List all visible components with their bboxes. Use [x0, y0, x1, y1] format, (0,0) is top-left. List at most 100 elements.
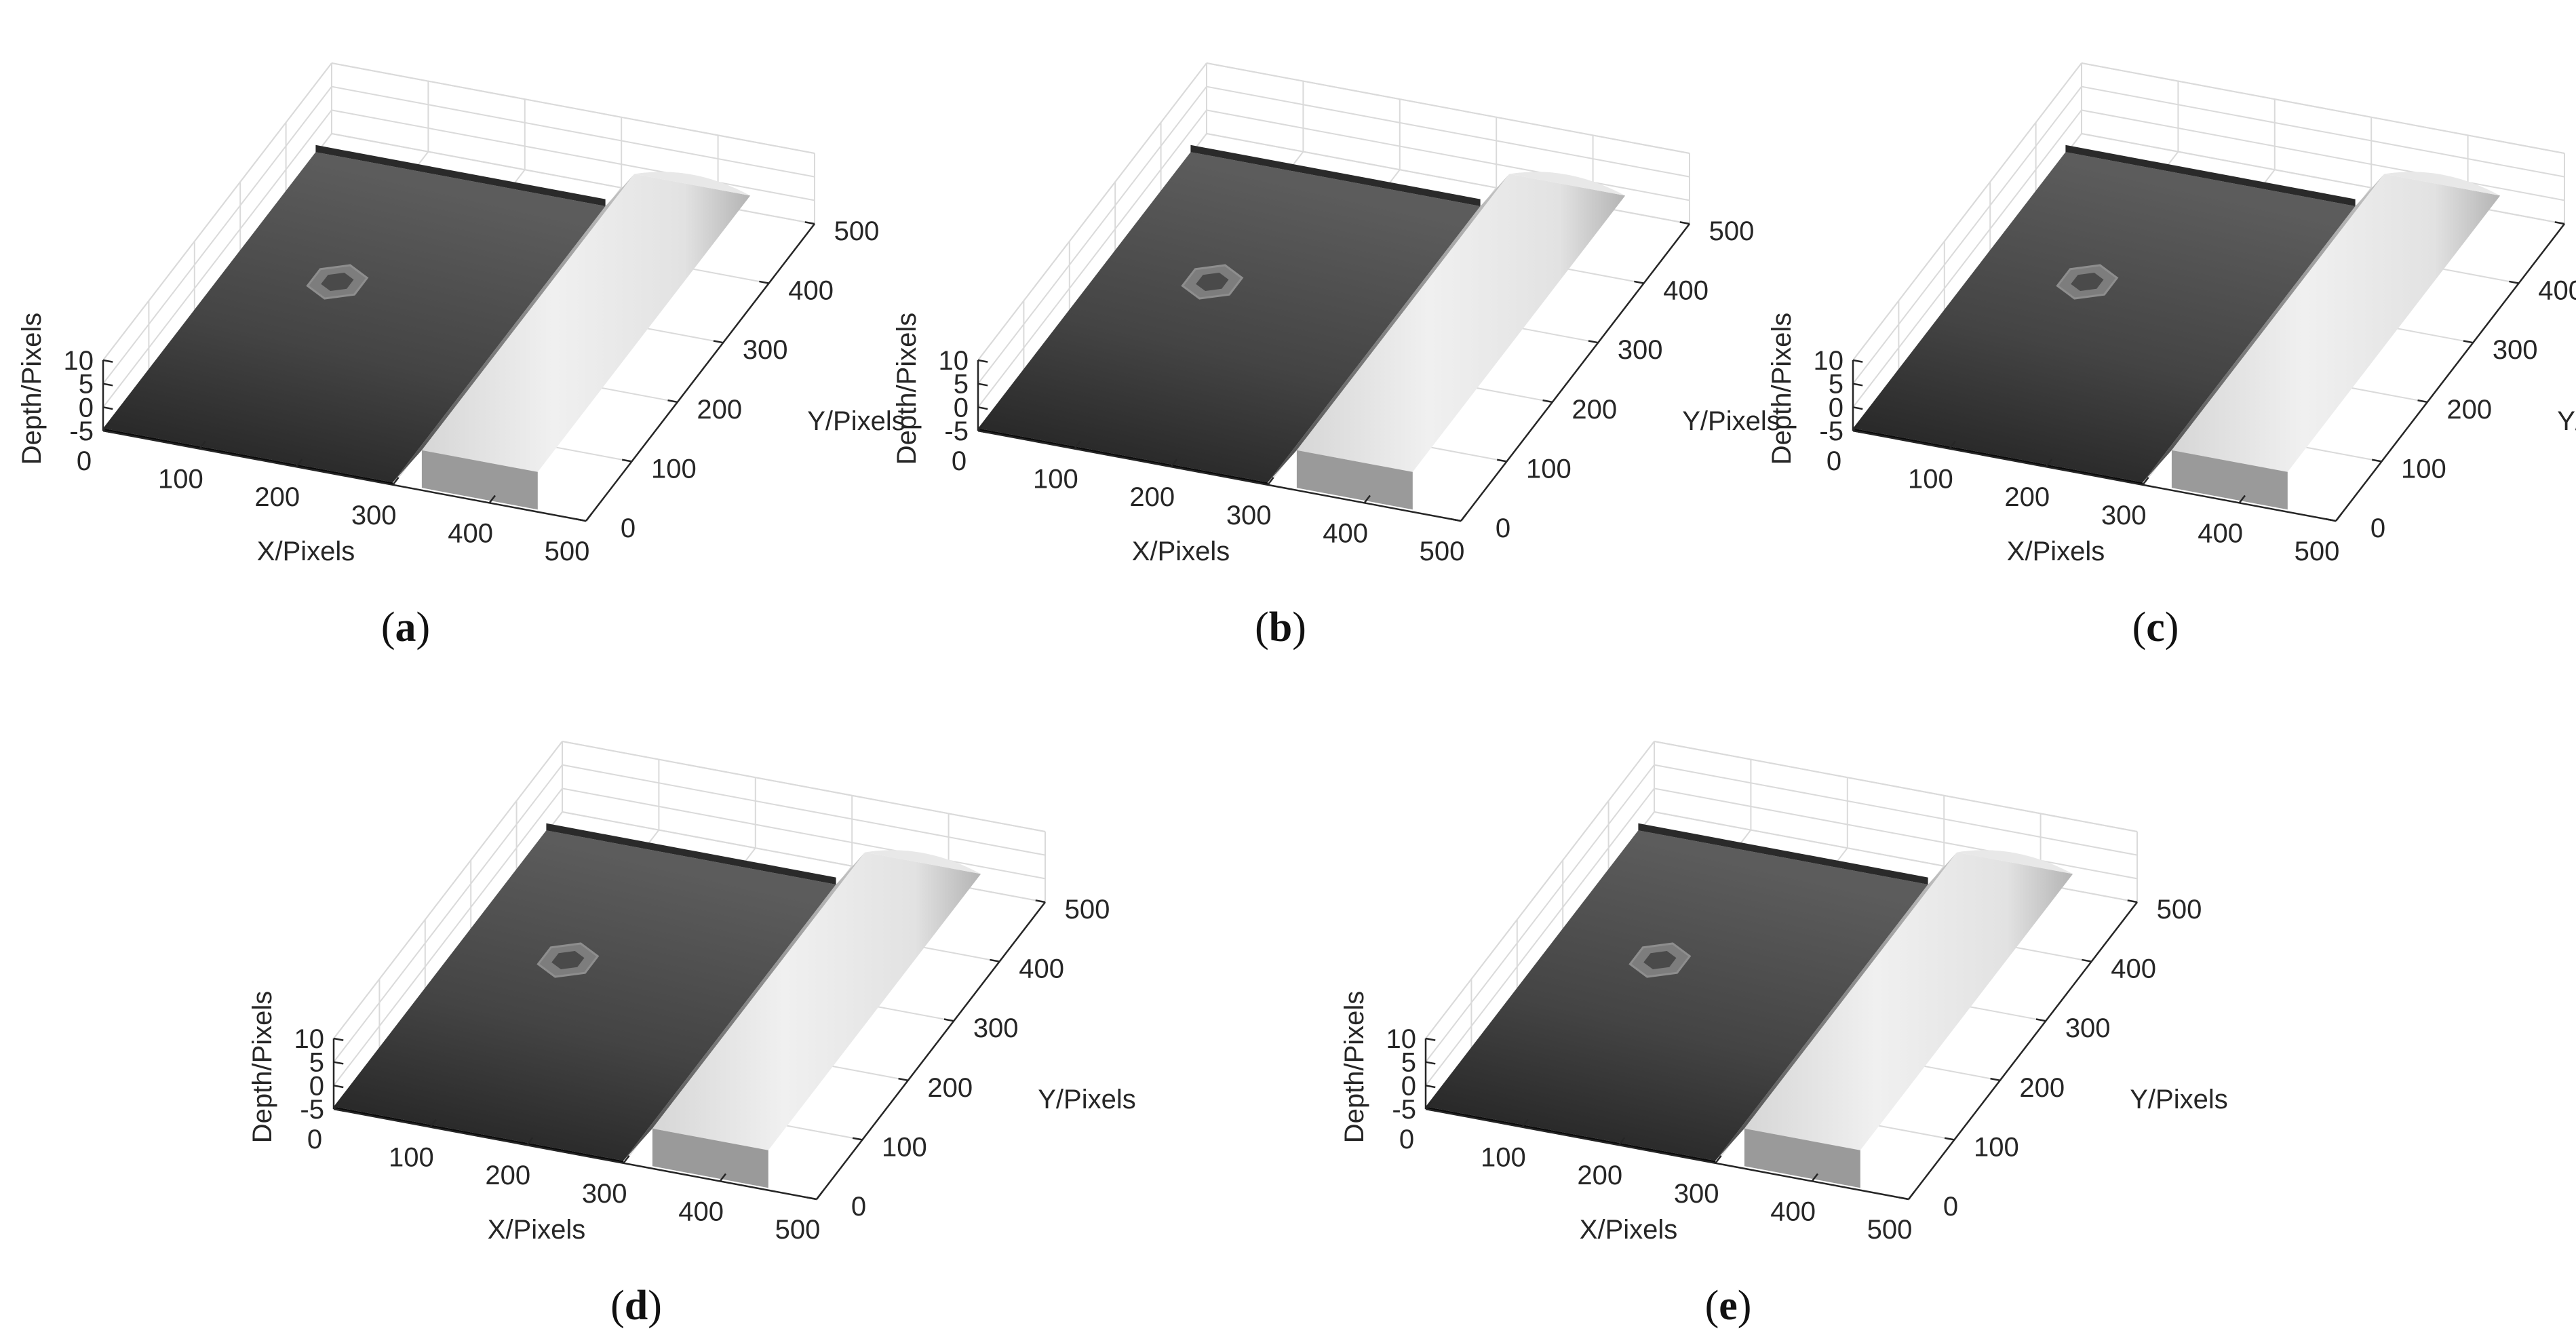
- y-tick-label: 0: [621, 513, 636, 543]
- z-axis-label: Depth/Pixels: [17, 313, 47, 465]
- z-tick-label: 10: [1386, 1024, 1417, 1054]
- y-tick: [990, 958, 1000, 963]
- x-tick: [199, 440, 206, 450]
- strip-cap: [634, 172, 751, 196]
- x-tick: [1425, 1101, 1432, 1110]
- x-tick: [1267, 477, 1274, 486]
- y-tick: [806, 1197, 817, 1201]
- z-tick: [977, 406, 988, 410]
- y-tick-label: 300: [2065, 1013, 2111, 1043]
- z-tick-label: 5: [954, 370, 969, 400]
- y-tick-label: 200: [697, 395, 742, 425]
- plate-surface: [103, 152, 606, 483]
- x-tick-label: 200: [1129, 482, 1175, 512]
- y-tick-label: 200: [927, 1073, 973, 1103]
- y-tick-label: 400: [1663, 276, 1709, 306]
- raised-strip: [2171, 174, 2501, 472]
- grid-line-back-z: [331, 85, 815, 178]
- panel-caption: (a): [381, 604, 430, 650]
- x-tick-label: 300: [582, 1179, 627, 1209]
- x-tick-label: 100: [389, 1143, 434, 1173]
- caption-letter: a: [395, 604, 416, 650]
- x-tick: [429, 1119, 437, 1128]
- y-tick: [621, 459, 632, 463]
- strip-front-face: [421, 450, 538, 510]
- z-tick: [102, 383, 113, 387]
- grid-line-left-z: [1852, 86, 2082, 385]
- panel-caption: (e): [1705, 1283, 1752, 1329]
- depth-surface: [978, 144, 1626, 510]
- y-axis-label: Y/Pixels: [807, 406, 905, 436]
- x-tick-label: 0: [952, 446, 967, 476]
- x-tick: [816, 1191, 823, 1200]
- grid-line-left-z: [977, 86, 1207, 385]
- strip-front-face: [1744, 1128, 1860, 1188]
- x-tick-label: 200: [254, 482, 300, 512]
- depth-surface: [334, 823, 981, 1188]
- y-tick-label: 500: [834, 216, 880, 246]
- axes: 01002003004005000100200300400500-50510X/…: [1340, 895, 2228, 1245]
- step-ramp: [623, 852, 865, 1161]
- x-tick: [2142, 477, 2149, 486]
- panel-b: 01002003004005000100200300400500-50510X/…: [892, 62, 1780, 650]
- z-tick: [102, 359, 113, 363]
- plate-back-lip: [1190, 144, 1481, 206]
- x-tick-label: 100: [1033, 465, 1078, 494]
- y-tick-label: 400: [2111, 954, 2156, 984]
- grid-line-back-z: [1654, 788, 2138, 880]
- x-tick-label: 400: [1770, 1197, 1816, 1226]
- y-tick-label: 100: [882, 1132, 927, 1162]
- y-tick: [2554, 221, 2565, 225]
- plate-back-lip: [2065, 144, 2356, 206]
- y-tick-label: 200: [1572, 395, 1617, 425]
- x-tick: [623, 1155, 630, 1164]
- raised-strip: [1744, 852, 2073, 1150]
- grid-line-back-z: [562, 788, 1046, 880]
- x-tick-label: 400: [2198, 518, 2243, 548]
- z-tick-label: 0: [954, 393, 969, 423]
- grid-line-back-z: [2081, 85, 2565, 178]
- x-tick: [2335, 513, 2343, 522]
- depth-surface: [103, 144, 751, 510]
- y-axis-line: [585, 223, 815, 522]
- z-tick: [1425, 1085, 1436, 1089]
- x-tick: [977, 423, 985, 431]
- x-tick: [1363, 494, 1371, 504]
- x-tick-label: 500: [2295, 537, 2340, 566]
- z-tick-label: 5: [79, 370, 94, 400]
- strip-front-face: [652, 1128, 768, 1188]
- z-tick-label: -5: [1819, 416, 1843, 446]
- y-tick-label: 400: [788, 276, 834, 306]
- grid-line-left-z: [1425, 788, 1655, 1086]
- grid-line-left-z: [102, 62, 332, 361]
- x-tick: [295, 459, 303, 467]
- y-tick: [2371, 459, 2382, 463]
- x-tick: [1460, 513, 1468, 522]
- x-tick-label: 200: [485, 1161, 530, 1190]
- y-tick: [1588, 340, 1599, 344]
- x-tick: [1074, 440, 1081, 450]
- strip-front-face: [1296, 450, 1413, 510]
- x-axis-label: X/Pixels: [1132, 537, 1230, 566]
- y-tick: [1898, 1197, 1909, 1201]
- grid-line-back-z: [1206, 85, 1690, 178]
- z-tick: [333, 1085, 344, 1089]
- hexagonal-hole-center: [1643, 951, 1677, 969]
- panels-group: 01002003004005000100200300400500-50510X/…: [17, 62, 2576, 1329]
- z-tick-label: -5: [944, 416, 969, 446]
- step-ramp: [1268, 174, 1510, 483]
- strip-cap: [2384, 172, 2501, 196]
- z-tick-label: 0: [1829, 393, 1843, 423]
- plate-back-lip: [315, 144, 606, 206]
- z-tick: [1852, 429, 1863, 433]
- plate-surface: [334, 830, 836, 1161]
- panel-e: 01002003004005000100200300400500-50510X/…: [1340, 741, 2228, 1329]
- strip-front-face: [2171, 450, 2288, 510]
- z-tick: [1852, 406, 1863, 410]
- y-tick: [2035, 1018, 2046, 1022]
- y-tick-label: 500: [1709, 216, 1755, 246]
- y-tick-label: 200: [2446, 395, 2492, 425]
- strip-cap: [1957, 850, 2073, 874]
- hexagonal-hole-center: [551, 951, 585, 969]
